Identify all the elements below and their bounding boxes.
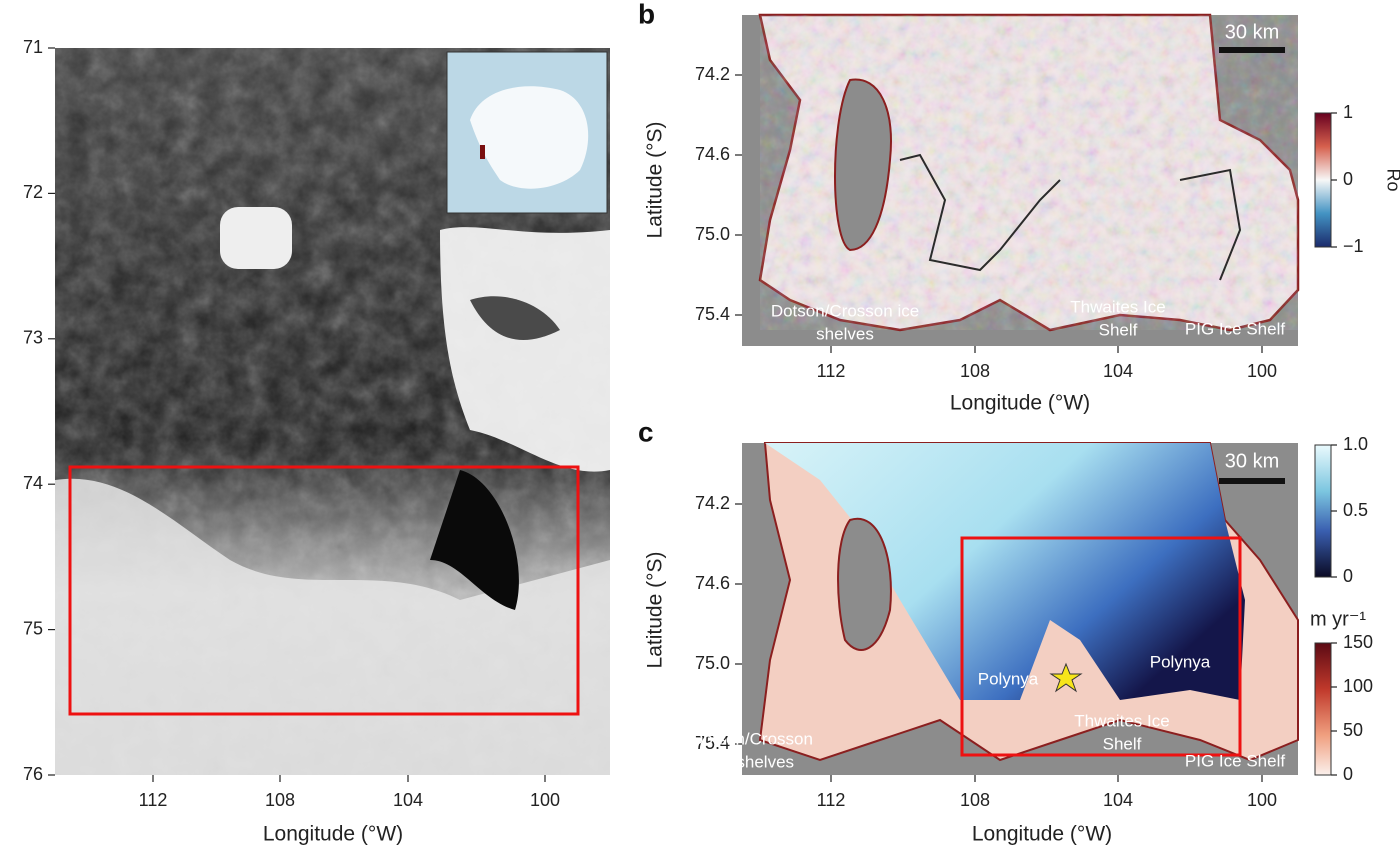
colorbar [1314, 444, 1332, 578]
panel-a-map [55, 48, 610, 775]
y-tick-label: 75.0 [695, 653, 730, 673]
annotation: Thwaites Ice [1070, 297, 1165, 316]
y-tick-label: 72 [23, 182, 43, 202]
x-axis-label: Longitude (°W) [950, 392, 1090, 415]
x-tick-label: 104 [393, 790, 423, 810]
y-axis-label: Latitude (°S) [644, 122, 667, 239]
colorbar-tick-label: 100 [1343, 676, 1373, 696]
annotation: Dotson/Crosson [691, 729, 813, 748]
colorbar [1314, 642, 1332, 776]
x-axis-label: Longitude (°W) [972, 823, 1112, 846]
annotation: Thwaites Ice [1074, 711, 1169, 730]
y-tick-label: 74.6 [695, 144, 730, 164]
colorbar [1314, 112, 1332, 248]
y-tick-label: 71 [23, 37, 43, 57]
y-tick-label: 75.4 [695, 733, 730, 753]
x-axis-label: Longitude (°W) [263, 823, 403, 846]
x-tick-label: 112 [817, 790, 846, 810]
y-tick-label: 74 [23, 473, 43, 493]
scale-bar-label: 30 km [1225, 21, 1279, 43]
y-tick-label: 75 [23, 618, 43, 638]
x-tick-label: 104 [1103, 790, 1133, 810]
panel-letter: b [638, 0, 655, 29]
colorbar-tick-label: 1 [1343, 102, 1353, 122]
y-tick-label: 73 [23, 328, 43, 348]
x-tick-label: 100 [1247, 361, 1277, 381]
annotation: Polynya [978, 669, 1039, 688]
annotation: Polynya [1150, 652, 1211, 671]
colorbar-tick-label: 0 [1343, 566, 1353, 586]
colorbar-tick-label: −1 [1343, 236, 1364, 256]
x-tick-label: 108 [265, 790, 295, 810]
annotation: PIG Ice Shelf [1185, 751, 1285, 770]
panel-c-map [742, 442, 1299, 775]
colorbar-tick-label: 0 [1343, 169, 1353, 189]
annotation: ice shelves [710, 752, 794, 771]
annotation: Dotson/Crosson ice [771, 301, 919, 320]
y-tick-label: 75.4 [695, 304, 730, 324]
y-tick-label: 75.0 [695, 224, 730, 244]
scale-bar [1219, 478, 1285, 484]
annotation: Shelf [1099, 320, 1138, 339]
x-tick-label: 108 [960, 790, 990, 810]
x-tick-label: 108 [960, 361, 990, 381]
colorbar-tick-label: 0.5 [1343, 500, 1368, 520]
panel-b-map [742, 13, 1300, 346]
y-tick-label: 74.2 [695, 64, 730, 84]
colorbar-tick-label: 150 [1343, 632, 1373, 652]
scale-bar [1219, 47, 1285, 53]
y-axis-label: Latitude (°S) [644, 552, 667, 669]
y-tick-label: 74.6 [695, 573, 730, 593]
y-tick-label: 74.2 [695, 493, 730, 513]
x-tick-label: 104 [1103, 361, 1133, 381]
scale-bar-label: 30 km [1225, 450, 1279, 472]
annotation: shelves [816, 324, 874, 343]
panel-letter: c [638, 416, 654, 447]
x-tick-label: 112 [139, 790, 168, 810]
annotation: PIG Ice Shelf [1185, 319, 1285, 338]
x-tick-label: 112 [817, 361, 846, 381]
x-tick-label: 100 [530, 790, 560, 810]
x-tick-label: 100 [1247, 790, 1277, 810]
colorbar-tick-label: 1.0 [1343, 434, 1368, 454]
colorbar-unit: m yr⁻¹ [1310, 608, 1366, 630]
colorbar-label: Ro [1383, 168, 1400, 191]
y-tick-label: 76 [23, 764, 43, 784]
annotation: Shelf [1103, 734, 1142, 753]
colorbar-tick-label: 0 [1343, 764, 1353, 784]
colorbar-tick-label: 50 [1343, 720, 1363, 740]
